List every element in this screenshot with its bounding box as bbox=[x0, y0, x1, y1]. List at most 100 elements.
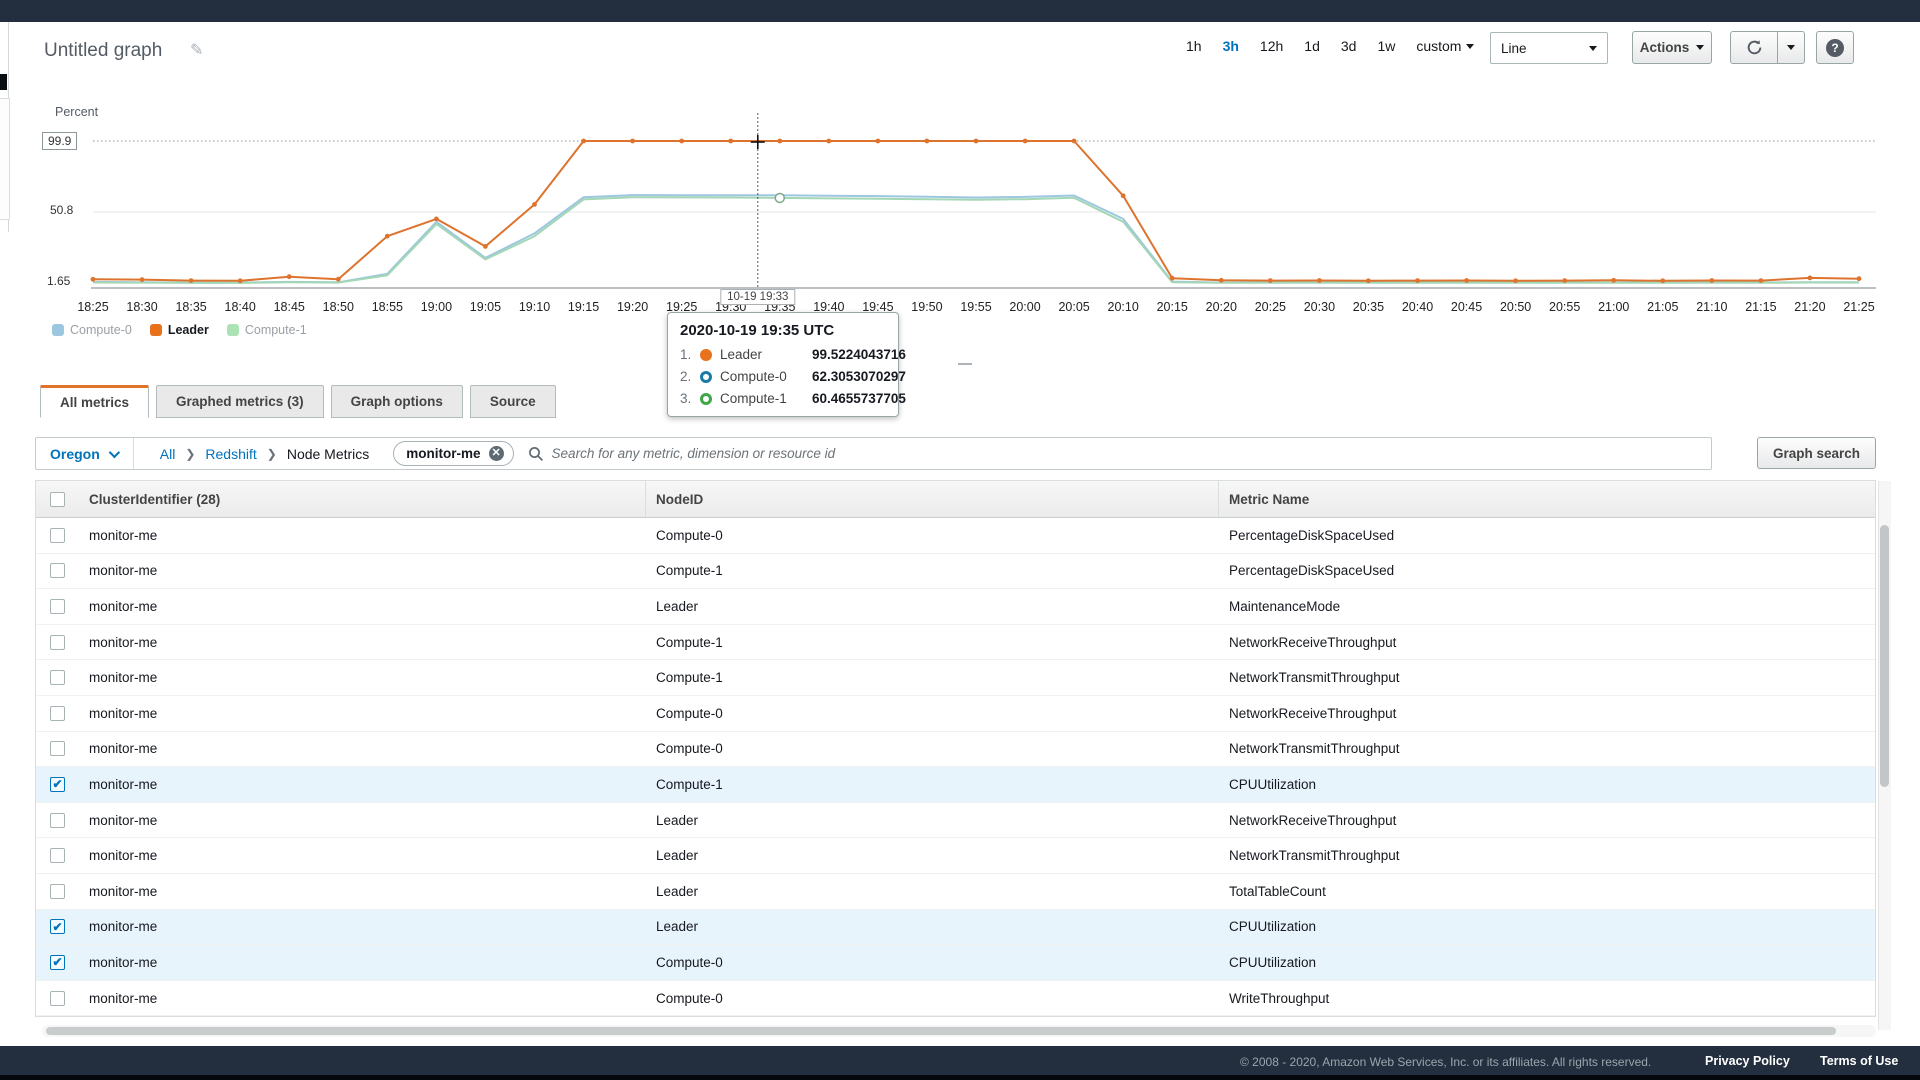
table-row[interactable]: monitor-me Compute-1 NetworkTransmitThroug… bbox=[36, 660, 1875, 696]
column-header-cluster[interactable]: ClusterIdentifier (28) bbox=[79, 481, 646, 517]
table-row[interactable]: monitor-me Compute-0 NetworkReceiveThrough… bbox=[36, 695, 1875, 732]
tab-graphed-metrics-3-[interactable]: Graphed metrics (3) bbox=[156, 385, 324, 418]
series-dot-icon bbox=[700, 392, 712, 405]
row-checkbox[interactable] bbox=[50, 883, 65, 899]
table-row[interactable]: monitor-me Compute-1 NetworkReceiveThrough… bbox=[36, 624, 1875, 661]
series-point bbox=[1807, 275, 1813, 281]
column-header-node[interactable]: NodeID bbox=[646, 481, 1219, 517]
legend-item-compute-1[interactable]: Compute-1 bbox=[226, 323, 307, 337]
cell-metric: NetworkTransmitThroughput bbox=[1229, 848, 1400, 864]
cell-cluster: monitor-me bbox=[89, 598, 158, 614]
row-checkbox[interactable] bbox=[50, 812, 65, 828]
time-range-1h[interactable]: 1h bbox=[1186, 38, 1202, 54]
column-header-metric[interactable]: Metric Name bbox=[1229, 491, 1310, 507]
collapsed-panel-handle bbox=[0, 74, 7, 90]
cell-node: Compute-1 bbox=[656, 776, 723, 792]
metrics-tabs: All metrics Graphed metrics (3) Graph opti… bbox=[40, 385, 556, 418]
series-point bbox=[434, 216, 439, 222]
breadcrumb-all[interactable]: All bbox=[159, 445, 176, 462]
breadcrumb-redshift[interactable]: Redshift bbox=[205, 445, 257, 462]
refresh-button[interactable] bbox=[1730, 31, 1778, 64]
chart-type-select[interactable]: Line bbox=[1490, 32, 1608, 64]
table-row[interactable]: monitor-me Compute-1 PercentageDiskSpaceUs… bbox=[36, 553, 1875, 590]
x-tick-label: 20:25 bbox=[1255, 300, 1286, 314]
tab-all-metrics[interactable]: All metrics bbox=[40, 385, 150, 418]
time-range-3d[interactable]: 3d bbox=[1340, 38, 1357, 54]
series-point bbox=[1071, 138, 1077, 144]
row-checkbox[interactable] bbox=[50, 670, 65, 686]
table-row[interactable]: ✔ monitor-me Compute-0 CPUUtilization bbox=[36, 945, 1875, 981]
search-input[interactable] bbox=[551, 446, 1711, 461]
x-tick-label: 20:55 bbox=[1549, 300, 1580, 314]
cell-cluster: monitor-me bbox=[89, 527, 158, 543]
table-row[interactable]: ✔ monitor-me Compute-1 CPUUtilization bbox=[36, 767, 1875, 803]
series-point bbox=[1464, 278, 1469, 283]
chart-tooltip: 2020-10-19 19:35 UTC 1. Leader 99.52240437… bbox=[667, 312, 906, 417]
cell-node: Leader bbox=[656, 883, 699, 899]
x-tick-label: 20:10 bbox=[1108, 300, 1139, 314]
horizontal-scrollbar-thumb[interactable] bbox=[46, 1027, 1836, 1035]
time-range-1w[interactable]: 1w bbox=[1377, 38, 1396, 54]
series-point bbox=[924, 138, 930, 144]
help-button[interactable]: ? bbox=[1816, 31, 1854, 64]
series-compute-1 bbox=[92, 196, 1860, 284]
time-range-3h[interactable]: 3h bbox=[1222, 38, 1239, 54]
graph-search-button[interactable]: Graph search bbox=[1757, 437, 1876, 469]
row-checkbox[interactable] bbox=[50, 848, 65, 864]
table-row[interactable]: monitor-me Compute-0 NetworkTransmitThroug… bbox=[36, 731, 1875, 768]
row-checkbox[interactable] bbox=[50, 990, 65, 1006]
cell-node: Compute-0 bbox=[656, 741, 723, 757]
x-tick-label: 18:45 bbox=[274, 300, 305, 314]
cell-cluster: monitor-me bbox=[89, 776, 158, 792]
privacy-policy-link[interactable]: Privacy Policy bbox=[1705, 1054, 1790, 1068]
series-point bbox=[1856, 276, 1862, 282]
row-checkbox[interactable] bbox=[50, 705, 65, 721]
row-checkbox[interactable] bbox=[50, 563, 65, 579]
legend-item-compute-0[interactable]: Compute-0 bbox=[52, 323, 132, 337]
series-point bbox=[1758, 278, 1764, 283]
y-tick-label: 50.8 bbox=[50, 202, 74, 217]
table-row[interactable]: ✔ monitor-me Leader CPUUtilization bbox=[36, 909, 1875, 946]
x-tick-label: 20:40 bbox=[1402, 300, 1433, 314]
series-point bbox=[777, 138, 783, 144]
row-checkbox[interactable] bbox=[50, 741, 65, 757]
time-range-12h[interactable]: 12h bbox=[1259, 38, 1284, 54]
terms-of-use-link[interactable]: Terms of Use bbox=[1820, 1054, 1899, 1068]
time-range-1d[interactable]: 1d bbox=[1304, 38, 1320, 54]
row-checkbox[interactable]: ✔ bbox=[50, 919, 65, 935]
edit-title-icon[interactable]: ✎ bbox=[190, 42, 204, 59]
cell-metric: NetworkReceiveThroughput bbox=[1229, 634, 1397, 650]
tooltip-rank: 1. bbox=[680, 347, 692, 362]
table-row[interactable]: monitor-me Compute-0 WriteThroughput bbox=[36, 980, 1875, 1017]
row-checkbox[interactable] bbox=[50, 634, 65, 650]
legend-label: Compute-0 bbox=[70, 323, 132, 337]
row-checkbox[interactable] bbox=[50, 527, 65, 543]
select-all-checkbox[interactable] bbox=[50, 491, 65, 507]
cell-node: Leader bbox=[656, 919, 699, 935]
table-row[interactable]: monitor-me Leader NetworkReceiveThroughput bbox=[36, 802, 1875, 839]
x-tick-label: 19:55 bbox=[960, 300, 991, 314]
table-row[interactable]: monitor-me Compute-0 PercentageDiskSpaceUs… bbox=[36, 518, 1875, 554]
tab-source[interactable]: Source bbox=[469, 385, 556, 418]
region-select[interactable]: Oregon bbox=[36, 438, 134, 469]
table-row[interactable]: monitor-me Leader TotalTableCount bbox=[36, 873, 1875, 910]
refresh-options-button[interactable] bbox=[1778, 31, 1805, 64]
tab-graph-options[interactable]: Graph options bbox=[330, 385, 463, 418]
cell-node: Compute-1 bbox=[656, 634, 723, 650]
row-checkbox[interactable]: ✔ bbox=[50, 776, 65, 792]
row-checkbox[interactable] bbox=[50, 598, 65, 614]
time-range-custom[interactable]: custom bbox=[1416, 38, 1475, 54]
vertical-scrollbar-thumb[interactable] bbox=[1880, 525, 1889, 787]
cell-metric: TotalTableCount bbox=[1229, 883, 1326, 899]
table-row[interactable]: monitor-me Leader MaintenanceMode bbox=[36, 589, 1875, 625]
remove-filter-icon[interactable]: ✕ bbox=[488, 446, 504, 461]
series-point bbox=[1562, 278, 1568, 283]
cell-node: Leader bbox=[656, 848, 699, 864]
legend-item-leader[interactable]: Leader bbox=[149, 323, 209, 337]
actions-button[interactable]: Actions bbox=[1632, 31, 1712, 64]
row-checkbox[interactable]: ✔ bbox=[50, 954, 65, 970]
legend-label: Compute-1 bbox=[244, 323, 307, 337]
series-point bbox=[1415, 278, 1420, 283]
table-row[interactable]: monitor-me Leader NetworkTransmitThroughpu… bbox=[36, 838, 1875, 874]
